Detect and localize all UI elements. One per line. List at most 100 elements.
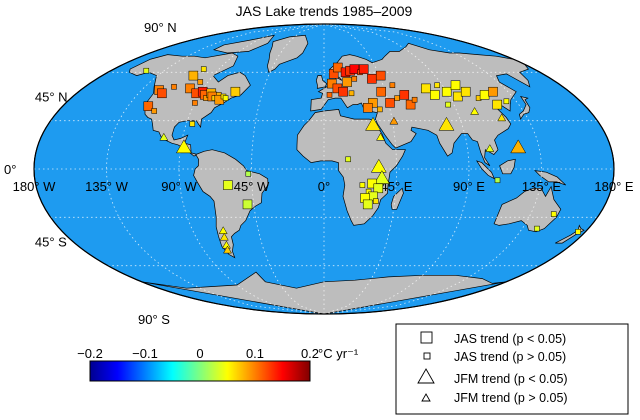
jas-trend-marker bbox=[333, 62, 343, 73]
colorbar-gradient bbox=[89, 360, 311, 382]
colorbar-tick-label: −0.2 bbox=[77, 346, 103, 361]
jas-trend-marker bbox=[479, 90, 490, 100]
jfm-trend-marker bbox=[370, 158, 387, 173]
jas-trend-marker bbox=[338, 86, 348, 97]
jas-trend-marker bbox=[434, 82, 440, 88]
jas-trend-marker bbox=[192, 100, 198, 106]
jas-trend-marker bbox=[362, 199, 373, 210]
lon-tick-label: 90° W bbox=[161, 179, 197, 194]
jas-trend-marker bbox=[189, 121, 196, 127]
jas-trend-marker bbox=[349, 64, 360, 74]
lon-tick-label: 135° W bbox=[85, 179, 129, 194]
jas-trend-marker bbox=[368, 98, 378, 108]
land-uk bbox=[315, 75, 328, 89]
jas-trend-marker bbox=[488, 86, 498, 97]
legend-box bbox=[395, 323, 629, 415]
colorbar-unit: °C yr⁻¹ bbox=[318, 346, 359, 361]
jas-trend-marker bbox=[441, 86, 452, 97]
jas-trend-marker bbox=[450, 80, 461, 90]
land-australia bbox=[493, 185, 562, 233]
colorbar-tick-label: 0.1 bbox=[246, 346, 264, 361]
lon-tick-label: 180° E bbox=[594, 179, 634, 194]
jas-trend-marker bbox=[363, 103, 373, 113]
lat-tick-label: 45° S bbox=[35, 235, 67, 250]
legend-square-large-icon bbox=[420, 331, 433, 344]
jas-trend-marker bbox=[492, 99, 502, 110]
jas-trend-marker bbox=[223, 180, 233, 190]
jas-trend-marker bbox=[373, 198, 379, 204]
jas-trend-marker bbox=[377, 106, 383, 113]
lon-tick-label: 180° W bbox=[13, 179, 57, 194]
jas-trend-marker bbox=[197, 79, 204, 85]
jfm-trend-marker bbox=[365, 116, 381, 131]
lat-tick-label: 45° N bbox=[35, 90, 68, 105]
colorbar-tick-label: 0 bbox=[196, 346, 203, 361]
colorbar: −0.2 −0.1 0 0.1 0.2 °C yr⁻¹ bbox=[77, 346, 359, 382]
jfm-trend-marker bbox=[497, 113, 507, 122]
jas-trend-marker bbox=[242, 199, 253, 210]
jfm-trend-marker bbox=[159, 132, 169, 141]
jfm-trend-marker bbox=[510, 139, 527, 154]
jfm-trend-marker bbox=[175, 139, 192, 154]
map-tick-labels: 180° W 135° W 90° W 45° W 0° 45° E 90° E 135° E… bbox=[4, 20, 634, 327]
meridian-line bbox=[178, 23, 325, 315]
jas-trend-marker bbox=[430, 90, 440, 100]
legend-entry-3: JFM trend (p < 0.05) bbox=[454, 372, 568, 386]
jas-trend-marker bbox=[550, 211, 557, 217]
jfm-trend-marker bbox=[376, 132, 385, 141]
jas-trend-marker bbox=[411, 96, 418, 103]
jas-trend-marker bbox=[385, 98, 395, 108]
legend-entry-2: JAS trend (p > 0.05) bbox=[454, 350, 566, 364]
legend: JAS trend (p < 0.05) JAS trend (p > 0.05… bbox=[395, 323, 629, 415]
jas-trend-marker bbox=[375, 70, 386, 81]
lon-tick-label: 0° bbox=[318, 179, 330, 194]
lon-tick-label: 90° E bbox=[453, 179, 485, 194]
jfm-trend-marker bbox=[470, 106, 480, 115]
jfm-trend-marker bbox=[219, 232, 229, 241]
land-south-america bbox=[193, 149, 269, 259]
land-sumatra bbox=[475, 160, 496, 180]
legend-entry-4: JFM trend (p > 0.05) bbox=[454, 391, 568, 405]
jas-trend-marker bbox=[575, 229, 581, 235]
land-north-america bbox=[129, 52, 251, 157]
jas-trend-marker bbox=[327, 78, 337, 89]
jas-trend-marker bbox=[445, 101, 451, 108]
meridian-line bbox=[323, 23, 470, 315]
jfm-trend-marker bbox=[223, 245, 232, 254]
jas-trend-marker bbox=[171, 84, 177, 90]
jas-trend-marker bbox=[348, 90, 355, 97]
jas-trend-marker bbox=[389, 82, 396, 88]
jas-trend-marker bbox=[342, 77, 352, 87]
jas-trend-marker bbox=[367, 178, 377, 189]
jfm-trend-marker bbox=[218, 226, 228, 234]
jas-trend-marker bbox=[394, 95, 400, 101]
jas-trend-marker bbox=[494, 177, 501, 184]
world-map bbox=[33, 23, 615, 315]
land-borneo bbox=[499, 158, 516, 175]
chart-title: JAS Lake trends 1985–2009 bbox=[236, 3, 413, 19]
jas-trend-marker bbox=[351, 76, 358, 82]
jas-trend-marker bbox=[399, 90, 410, 100]
jfm-trend-marker bbox=[389, 116, 399, 125]
jas-trend-marker bbox=[143, 67, 150, 74]
land-eurasia bbox=[310, 42, 531, 167]
jas-trend-marker bbox=[151, 108, 157, 114]
legend-triangle-small-icon bbox=[421, 393, 431, 402]
jfm-trend-marker bbox=[485, 144, 495, 152]
jas-trend-marker bbox=[460, 86, 471, 97]
legend-square-small-icon bbox=[423, 352, 431, 360]
lat-tick-label: 90° N bbox=[144, 20, 177, 35]
land-japan bbox=[519, 95, 531, 120]
colorbar-tick-label: 0.2 bbox=[301, 346, 319, 361]
jas-trend-marker bbox=[453, 91, 463, 102]
land-antarctica bbox=[141, 271, 507, 315]
meridian-line bbox=[323, 23, 542, 315]
jas-trend-marker bbox=[359, 182, 366, 188]
jas-trend-marker bbox=[421, 83, 431, 94]
meridian-line bbox=[106, 23, 325, 315]
jas-trend-marker bbox=[503, 98, 510, 105]
lat-tick-label: 0° bbox=[4, 162, 16, 177]
colorbar-tick-label: −0.1 bbox=[132, 346, 158, 361]
jas-trend-marker bbox=[376, 86, 386, 97]
